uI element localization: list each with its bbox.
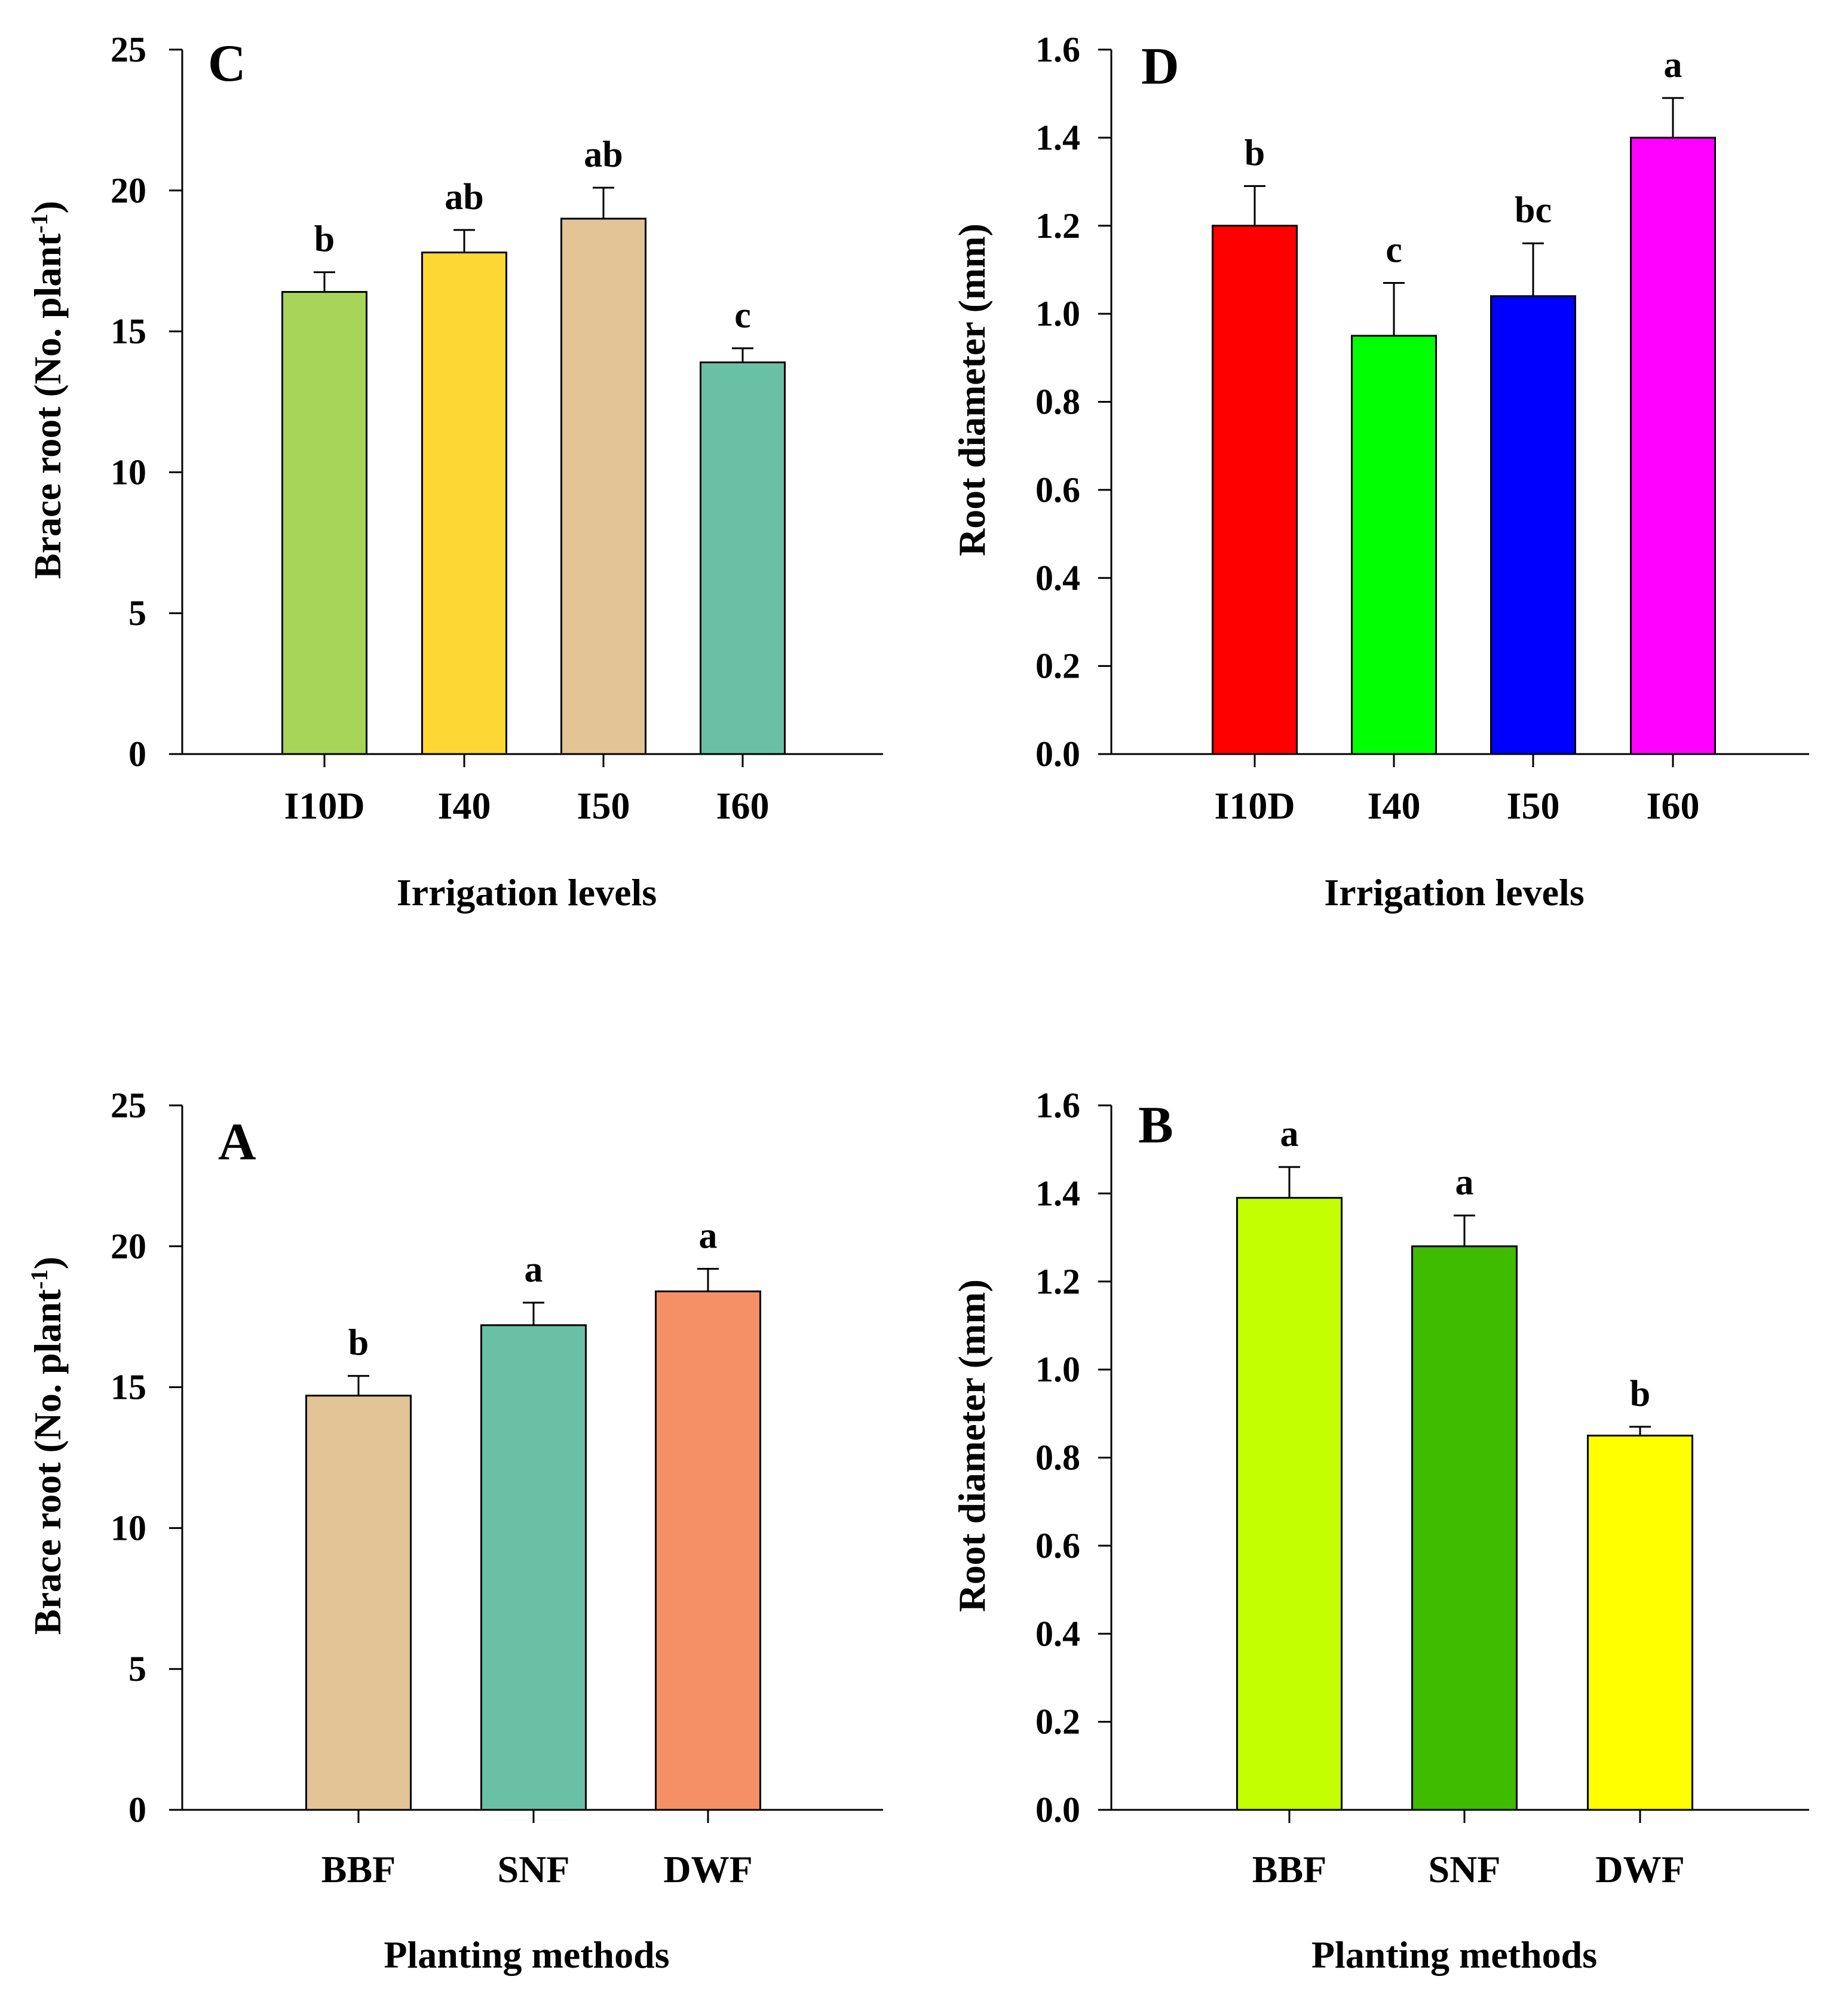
y-axis-title-sup: -1 (26, 1269, 53, 1289)
y-axis-title-end: ) (26, 201, 69, 213)
significance-label: ab (584, 134, 623, 175)
significance-label: b (1245, 133, 1265, 173)
x-tick-label: SNF (498, 1848, 570, 1891)
x-tick-label: SNF (1429, 1848, 1501, 1891)
y-axis-title-main: Root diameter (mm) (951, 223, 993, 556)
y-tick-label: 0 (128, 734, 146, 774)
y-tick-label: 20 (111, 171, 146, 210)
y-tick-label: 0.6 (1035, 470, 1080, 510)
y-tick-label: 20 (111, 1227, 146, 1266)
x-tick-label: BBF (321, 1848, 396, 1891)
bar-i40 (421, 252, 507, 755)
y-tick-label: 5 (128, 1649, 146, 1689)
y-axis-title-main: Root diameter (mm) (951, 1279, 993, 1612)
bar-i60 (1630, 136, 1716, 755)
y-tick-label: 0 (128, 1790, 146, 1830)
y-tick-label: 1.2 (1035, 206, 1080, 246)
bar-dwf (655, 1290, 761, 1811)
y-tick-label: 15 (111, 312, 146, 351)
panel-c: 0 5 10 15 20 25 Cb I10D ab I40 ab I50 c I60 Irrigation… (26, 30, 883, 914)
significance-label: ab (445, 177, 483, 217)
bar-bbf (305, 1395, 412, 1811)
y-tick-label: 1.6 (1035, 30, 1080, 69)
significance-label: c (734, 295, 751, 336)
y-tick-label: 1.0 (1035, 294, 1080, 333)
panel-letter: D (1141, 38, 1179, 96)
y-tick-label: 0.4 (1035, 1614, 1080, 1653)
y-tick-label: 10 (111, 1508, 146, 1548)
x-tick-label: I50 (1507, 785, 1560, 827)
significance-label: a (1280, 1114, 1299, 1154)
y-axis-title-main: Brace root (No. plant (26, 1289, 69, 1635)
significance-label: bc (1515, 190, 1552, 231)
y-tick-label: 1.6 (1035, 1086, 1080, 1125)
y-tick-label: 25 (111, 30, 146, 69)
y-axis-title: Root diameter (mm) (951, 223, 993, 556)
x-tick-label: I40 (1368, 785, 1421, 827)
y-axis-title-end: ) (26, 1257, 69, 1269)
significance-label: a (525, 1249, 543, 1290)
bar-i10d (1212, 225, 1298, 755)
panel-letter: A (218, 1113, 256, 1171)
y-tick-label: 1.0 (1035, 1350, 1080, 1389)
bar-snf (1411, 1245, 1518, 1811)
y-tick-label: 0.2 (1035, 647, 1080, 686)
x-tick-label: I40 (438, 785, 491, 827)
significance-label: c (1386, 230, 1402, 271)
y-axis-title: Brace root (No. plant-1) (26, 1257, 69, 1635)
x-tick-label: I50 (577, 785, 630, 827)
y-tick-label: 5 (128, 593, 146, 633)
y-axis-title-sup: -1 (26, 213, 53, 233)
x-axis-title: Planting methods (384, 1934, 669, 1976)
y-axis-title: Brace root (No. plant-1) (26, 201, 69, 579)
significance-label: b (314, 219, 335, 260)
x-axis-title: Irrigation levels (1324, 871, 1584, 914)
x-tick-label: DWF (663, 1848, 752, 1891)
bar-i50 (1490, 295, 1576, 755)
bar-snf (480, 1324, 587, 1811)
y-tick-label: 0.4 (1035, 558, 1080, 598)
bar-i10d (281, 291, 367, 755)
y-tick-label: 15 (111, 1368, 146, 1407)
x-axis-title: Irrigation levels (397, 871, 657, 914)
panel-letter: B (1138, 1096, 1173, 1154)
x-tick-label: BBF (1252, 1848, 1326, 1891)
y-tick-label: 1.4 (1035, 118, 1080, 157)
panel-letter: C (208, 35, 246, 93)
bar-i60 (700, 361, 786, 755)
y-axis-title-main: Brace root (No. plant (26, 233, 69, 579)
significance-label: b (348, 1323, 369, 1364)
bar-i40 (1351, 335, 1437, 755)
y-tick-label: 25 (111, 1086, 146, 1125)
y-tick-label: 1.4 (1035, 1174, 1080, 1213)
bar-i50 (560, 217, 646, 755)
significance-label: a (1455, 1162, 1474, 1203)
y-tick-label: 0.8 (1035, 382, 1080, 422)
significance-label: b (1630, 1374, 1650, 1414)
x-tick-label: DWF (1595, 1848, 1684, 1891)
panel-d: 0.0 0.2 0.4 0.6 0.8 1.0 1.2 1.4 1.6 Db I10D c I40 bc I… (951, 30, 1809, 914)
y-tick-label: 0.6 (1035, 1526, 1080, 1565)
panel-a: 0 5 10 15 20 25 Ab BBF a SNF a DWF Planting methods B… (26, 1086, 883, 1976)
x-tick-label: I60 (716, 785, 770, 827)
x-tick-label: I10D (284, 785, 364, 827)
y-tick-label: 0.0 (1035, 1790, 1080, 1830)
y-tick-label: 0.2 (1035, 1702, 1080, 1742)
x-tick-label: I60 (1647, 785, 1700, 827)
y-tick-label: 1.2 (1035, 1262, 1080, 1301)
significance-label: a (1664, 45, 1682, 85)
bar-bbf (1236, 1197, 1343, 1811)
y-tick-label: 10 (111, 452, 146, 492)
y-tick-label: 0.8 (1035, 1438, 1080, 1478)
significance-label: a (699, 1216, 718, 1257)
bar-dwf (1587, 1435, 1693, 1811)
x-axis-title: Planting methods (1311, 1934, 1597, 1976)
x-tick-label: I10D (1214, 785, 1295, 827)
y-axis-title: Root diameter (mm) (951, 1279, 993, 1612)
y-tick-label: 0.0 (1035, 734, 1080, 774)
